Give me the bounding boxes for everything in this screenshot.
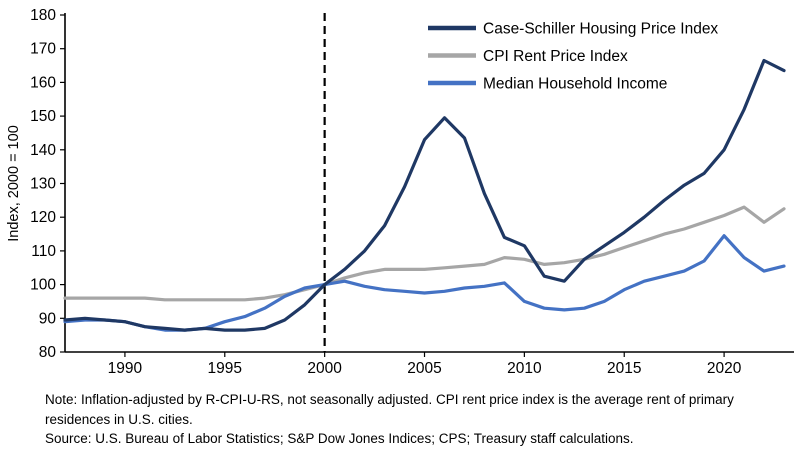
chart-notes: Note: Inflation-adjusted by R-CPI-U-RS, … [0, 382, 802, 449]
y-axis-title: Index, 2000 = 100 [6, 125, 22, 242]
chart-area: 80 90 100 110 120 130 140 150 160 170 180 1990 1995 2… [6, 7, 794, 377]
y-tick-label: 130 [30, 176, 56, 193]
x-tick-label: 2015 [607, 360, 641, 377]
legend-label-cpi-rent-price-index: CPI Rent Price Index [483, 48, 628, 65]
y-tick-label: 110 [31, 243, 56, 260]
y-tick-label: 80 [39, 344, 57, 361]
x-tick-label: 2005 [407, 360, 441, 377]
y-tick-label: 120 [30, 209, 56, 226]
x-tick-label: 2010 [507, 360, 542, 377]
legend-label-case-schiller-housing-price-index: Case-Schiller Housing Price Index [483, 21, 718, 38]
source-text: Source: U.S. Bureau of Labor Statistics;… [45, 431, 634, 447]
y-tick-label: 90 [39, 310, 57, 327]
y-tick-label: 160 [30, 74, 56, 91]
x-tick-label: 2020 [707, 360, 742, 377]
y-tick-label: 100 [30, 277, 56, 294]
x-tick-label: 1995 [208, 360, 242, 377]
note-text: Note: Inflation-adjusted by R-CPI-U-RS, … [45, 392, 734, 427]
series-line-case-schiller-housing-price-index [63, 58, 786, 332]
y-tick-label: 150 [30, 108, 56, 125]
y-tick-label: 180 [30, 7, 56, 24]
line-chart: 80 90 100 110 120 130 140 150 160 170 180 1990 1995 2… [6, 7, 794, 377]
series-line-median-household-income [63, 234, 786, 332]
y-tick-label: 140 [30, 142, 56, 159]
legend-label-median-household-income: Median Household Income [483, 76, 667, 93]
x-tick-label: 1990 [108, 360, 143, 377]
y-tick-label: 170 [30, 41, 56, 58]
x-tick-label: 2000 [307, 360, 342, 377]
series-line-cpi-rent-price-index [63, 205, 786, 302]
